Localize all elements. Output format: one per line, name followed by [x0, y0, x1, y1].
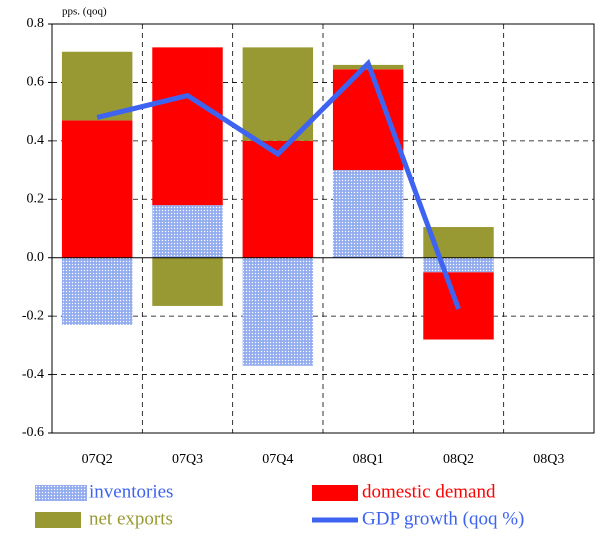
x-tick-label: 07Q2 — [82, 452, 113, 467]
y-tick-label: 0.2 — [27, 192, 45, 207]
bar-segment — [332, 170, 404, 258]
bar-segment — [61, 51, 133, 121]
y-tick-label: 0.0 — [27, 250, 45, 265]
legend-label: inventories — [89, 481, 173, 502]
x-tick-label: 07Q4 — [262, 452, 293, 467]
legend-label: net exports — [89, 508, 173, 529]
bar-segment — [242, 257, 314, 366]
bar-segment — [423, 257, 494, 273]
x-tick-label: 08Q2 — [443, 452, 474, 467]
bar-segment — [152, 205, 223, 258]
bar-segment — [242, 47, 314, 141]
legend-swatch — [35, 512, 81, 528]
y-tick-label: -0.6 — [22, 425, 44, 440]
bar-segment — [332, 69, 404, 171]
plot-frame — [51, 23, 595, 434]
y-tick-label: -0.2 — [22, 308, 44, 323]
y-tick-label: 0.8 — [27, 16, 45, 31]
y-tick-label: 0.6 — [27, 75, 45, 90]
legend-swatch — [312, 485, 358, 501]
y-axis-unit: pps. (qoq) — [62, 6, 107, 18]
line-series — [96, 58, 461, 310]
legend-swatch — [35, 485, 87, 501]
legend-label: GDP growth (qoq %) — [362, 508, 524, 529]
bar-segment — [152, 47, 223, 206]
bar-segment — [61, 120, 133, 258]
bar-segment — [152, 257, 223, 306]
x-tick-label: 08Q1 — [353, 452, 384, 467]
bar-segment — [242, 140, 314, 258]
x-tick-label: 07Q3 — [172, 452, 203, 467]
x-tick-label: 08Q3 — [533, 452, 564, 467]
legend-label: domestic demand — [362, 481, 496, 502]
bar-segment — [61, 257, 133, 325]
y-tick-label: -0.4 — [22, 367, 44, 382]
y-tick-label: 0.4 — [27, 133, 45, 148]
